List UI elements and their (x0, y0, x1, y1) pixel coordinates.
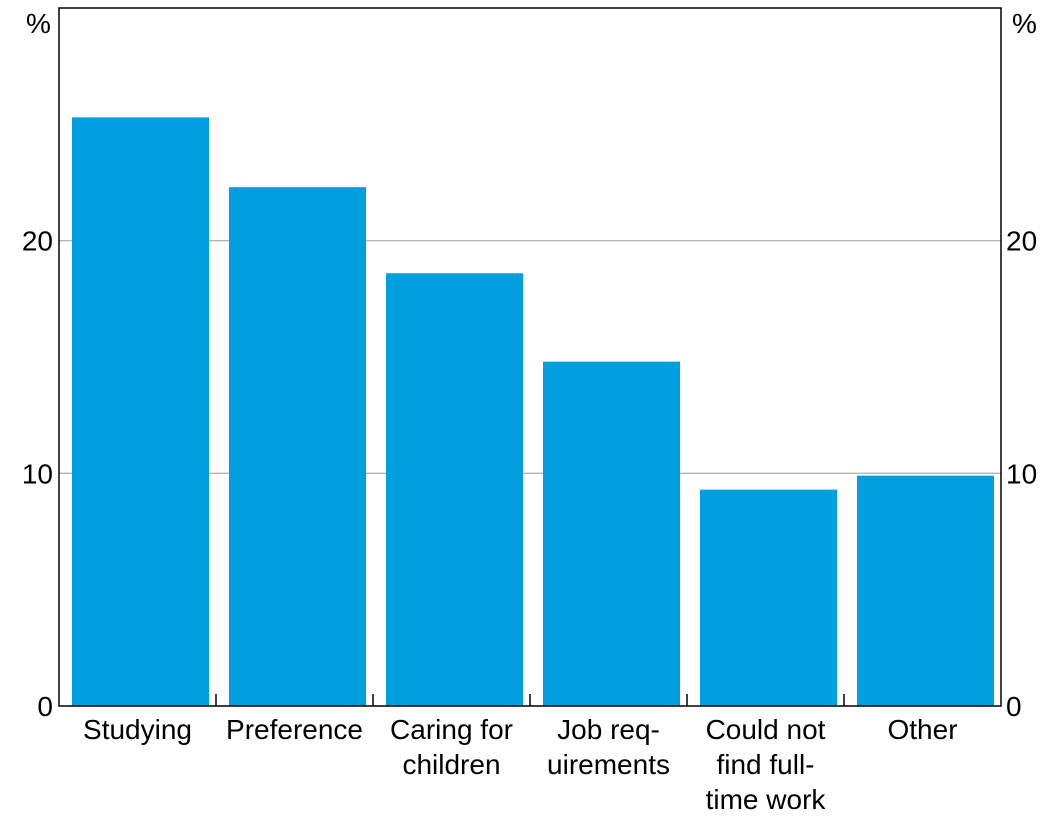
left-unit-label: % (26, 8, 51, 39)
x-category-label-0: Studying (83, 714, 192, 745)
gridlines (59, 240, 1001, 474)
right-unit-label: % (1012, 8, 1037, 39)
bar-0 (72, 117, 209, 706)
plot-frame (58, 7, 1002, 707)
bar-5 (857, 475, 994, 706)
x-category-label-4: Could not find full-time work (706, 714, 827, 815)
bar-1 (229, 187, 366, 707)
labels: % % 0 0 10 10 20 20 Studying Preference Caring f… (22, 8, 1037, 815)
y-tick-label-left-0: 0 (37, 691, 53, 722)
y-tick-label-left-10: 10 (22, 458, 53, 489)
x-category-label-1: Preference (226, 714, 363, 745)
x-category-label-3: Job req-uirements (547, 714, 670, 780)
bar-2 (386, 273, 523, 706)
x-category-label-2: Caring for children (390, 714, 513, 780)
x-category-label-5: Other (887, 714, 957, 745)
y-tick-label-right-0: 0 (1006, 691, 1022, 722)
y-tick-label-right-20: 20 (1006, 226, 1037, 257)
bar-4 (700, 489, 837, 706)
bars (72, 117, 994, 707)
y-tick-label-left-20: 20 (22, 226, 53, 257)
y-tick-label-right-10: 10 (1006, 458, 1037, 489)
bar-3 (543, 361, 680, 706)
